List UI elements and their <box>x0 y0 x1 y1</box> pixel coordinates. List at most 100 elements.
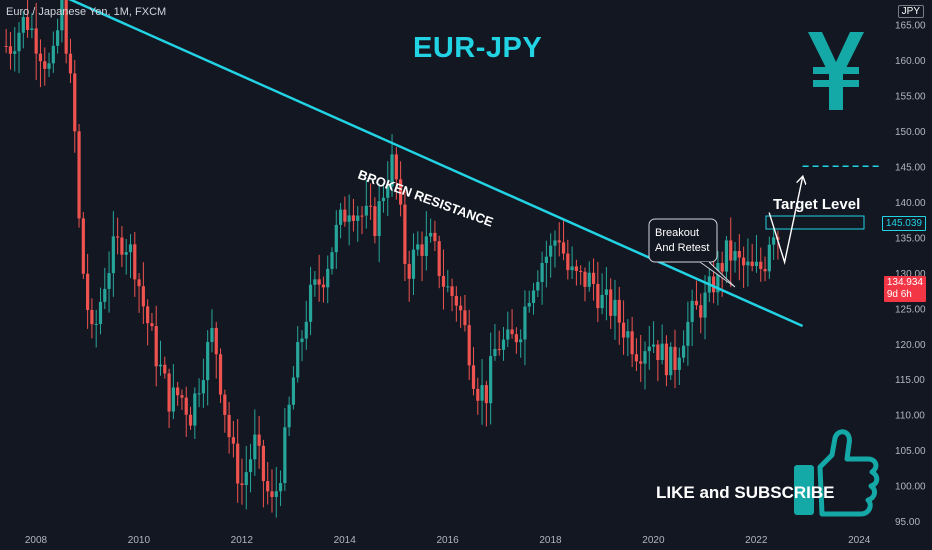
candle-body <box>68 53 73 74</box>
currency-badge[interactable]: JPY <box>897 5 924 18</box>
candle-body <box>317 279 321 285</box>
candle-body <box>4 45 8 47</box>
candle-body <box>501 339 506 350</box>
target-level-box[interactable] <box>765 215 865 230</box>
y-tick-label: 140.00 <box>895 198 926 209</box>
candle-body <box>158 364 163 367</box>
candle-body <box>514 334 518 343</box>
candle-body <box>51 45 55 64</box>
candle-body <box>64 0 68 54</box>
candle-body <box>133 244 137 280</box>
candle-body <box>527 302 531 307</box>
candle-body <box>772 237 776 245</box>
candle-body <box>454 295 458 306</box>
candle-body <box>536 281 540 291</box>
candle-body <box>231 437 235 444</box>
candle-body <box>531 290 536 303</box>
candle-body <box>128 244 133 253</box>
candle-body <box>381 197 386 202</box>
candle-body <box>154 326 158 367</box>
candle-body <box>386 186 390 198</box>
candle-body <box>656 344 660 360</box>
candle-body <box>253 434 257 460</box>
candle-body <box>716 263 720 293</box>
y-tick-label: 100.00 <box>895 482 926 493</box>
candle-body <box>90 309 94 325</box>
candle-body <box>313 279 317 285</box>
candle-body <box>450 286 454 296</box>
candle-body <box>613 299 617 316</box>
candle-body <box>171 387 175 412</box>
candle-body <box>188 414 193 426</box>
x-tick-label: 2014 <box>334 535 357 546</box>
candle-body <box>364 205 368 216</box>
candle-body <box>711 276 716 293</box>
candle-body <box>124 252 128 255</box>
candle-body <box>296 342 300 378</box>
candle-body <box>664 343 669 376</box>
thumbs-up-icon <box>794 429 880 517</box>
candle-body <box>163 364 167 374</box>
y-tick-label: 150.00 <box>895 127 926 138</box>
candle-body <box>699 305 703 318</box>
candle-body <box>326 268 330 288</box>
candle-body <box>94 324 98 326</box>
candle-body <box>300 338 304 343</box>
candle-body <box>759 261 763 269</box>
candle-body <box>737 251 741 258</box>
candle-body <box>30 28 34 30</box>
candle-body <box>600 294 604 309</box>
candle-body <box>274 491 278 497</box>
candle-body <box>441 275 446 287</box>
candle-body <box>510 329 514 335</box>
candle-body <box>107 273 111 289</box>
candle-body <box>424 236 428 256</box>
x-tick-label: 2016 <box>436 535 459 546</box>
resistance-line[interactable] <box>15 0 804 328</box>
candle-body <box>227 414 231 438</box>
candle-body <box>13 51 17 54</box>
candle-body <box>407 263 411 279</box>
y-tick-label: 95.00 <box>895 517 920 528</box>
candle-body <box>356 215 360 221</box>
candle-body <box>497 348 501 350</box>
y-tick-label: 145.00 <box>895 163 926 174</box>
candle-body <box>193 393 197 426</box>
candle-body <box>399 179 403 205</box>
candle-body <box>77 131 81 219</box>
candle-body <box>617 299 621 323</box>
candle-body <box>244 472 248 486</box>
candle-body <box>223 394 227 415</box>
candle-body <box>467 325 471 366</box>
candle-body <box>480 385 484 401</box>
candle-body <box>206 342 210 381</box>
candle-body <box>459 305 463 311</box>
candle-body <box>141 286 145 307</box>
candle-body <box>81 218 85 274</box>
candle-body <box>660 343 664 360</box>
candle-body <box>360 215 364 217</box>
candle-body <box>420 244 424 256</box>
candle-body <box>647 346 651 352</box>
candle-body <box>416 244 420 250</box>
like-subscribe-text: LIKE and SUBSCRIBE <box>656 483 835 502</box>
current-price: 134.934 <box>886 277 923 288</box>
candle-body <box>214 327 218 355</box>
candle-body <box>591 272 596 284</box>
candle-body <box>390 154 394 187</box>
candle-body <box>180 395 184 398</box>
candle-body <box>287 404 291 428</box>
candle-body <box>270 491 274 497</box>
candle-body <box>257 434 261 446</box>
candle-body <box>343 209 347 222</box>
candle-body <box>506 329 510 340</box>
candle-body <box>484 385 488 404</box>
symbol-label[interactable]: Euro / Japanese Yen, 1M, FXCM <box>6 6 167 18</box>
candle-body <box>621 322 626 338</box>
y-tick-label: 165.00 <box>895 21 926 32</box>
candle-body <box>278 483 283 492</box>
target-price-tag: 145.039 <box>881 216 926 231</box>
candle-body <box>557 240 561 243</box>
candle-body <box>767 244 771 272</box>
